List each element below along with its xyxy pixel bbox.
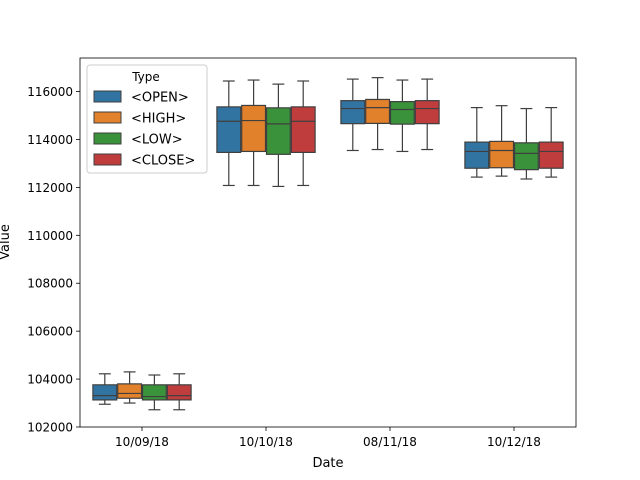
box-low-1 — [265, 83, 291, 188]
box-body — [389, 101, 415, 125]
box-close-1 — [290, 80, 316, 187]
box-open-2 — [340, 78, 366, 152]
box-body — [265, 107, 291, 155]
box-body — [414, 100, 440, 125]
box-high-1 — [241, 79, 267, 187]
box-body — [290, 106, 316, 154]
box-body — [365, 98, 391, 125]
box-low-2 — [389, 79, 415, 153]
box-close-3 — [538, 106, 564, 178]
y-tick-label: 104000 — [27, 373, 73, 387]
y-tick-label: 106000 — [27, 325, 73, 339]
box-high-3 — [489, 105, 515, 177]
x-tick-label: 10/10/18 — [239, 435, 293, 449]
legend-swatch — [93, 132, 122, 145]
legend-label: <HIGH> — [131, 112, 186, 127]
box-body — [340, 100, 366, 125]
box-body — [141, 384, 167, 401]
y-tick-label: 110000 — [27, 229, 73, 243]
box-high-0 — [117, 371, 143, 404]
legend-items: <OPEN> <HIGH> <LOW> <CLOSE> — [93, 90, 195, 169]
box-low-0 — [141, 374, 167, 411]
box-open-1 — [216, 80, 242, 187]
box-low-3 — [513, 107, 539, 180]
box-body — [241, 104, 267, 153]
y-axis-label: Value — [0, 224, 13, 260]
box-body — [538, 141, 564, 169]
x-axis: 10/09/18 10/10/18 08/11/18 10/12/18 — [115, 427, 541, 449]
legend-swatch — [93, 153, 122, 166]
legend: Type <OPEN> <HIGH> <LOW> <CLOSE> — [86, 64, 208, 174]
legend-swatch — [93, 111, 122, 124]
y-tick-label: 116000 — [27, 85, 73, 99]
box-body — [513, 142, 539, 171]
x-tick-label: 08/11/18 — [363, 435, 417, 449]
box-close-0 — [166, 373, 192, 411]
x-axis-label: Date — [312, 456, 343, 471]
box-body — [464, 141, 490, 169]
box-plot-area — [92, 77, 564, 411]
y-axis: 102000 104000 106000 108000 110000 112000 1140… — [27, 85, 80, 435]
legend-label: <CLOSE> — [131, 154, 195, 169]
box-open-0 — [92, 373, 118, 405]
box-open-3 — [464, 106, 490, 178]
y-tick-label: 112000 — [27, 181, 73, 195]
legend-swatch — [93, 90, 122, 103]
y-tick-label: 102000 — [27, 421, 73, 435]
legend-label: <LOW> — [131, 133, 183, 148]
y-tick-label: 108000 — [27, 277, 73, 291]
x-tick-label: 10/09/18 — [115, 435, 169, 449]
legend-title: Type — [131, 70, 160, 84]
box-body — [92, 384, 118, 401]
box-body — [216, 106, 242, 154]
x-tick-label: 10/12/18 — [487, 435, 541, 449]
box-high-2 — [365, 77, 391, 151]
legend-label: <OPEN> — [131, 91, 189, 106]
box-body — [489, 140, 515, 169]
box-body — [166, 384, 192, 401]
box-close-2 — [414, 78, 440, 151]
plot-frame — [79, 57, 577, 428]
y-tick-label: 114000 — [27, 133, 73, 147]
box-body — [117, 383, 143, 399]
